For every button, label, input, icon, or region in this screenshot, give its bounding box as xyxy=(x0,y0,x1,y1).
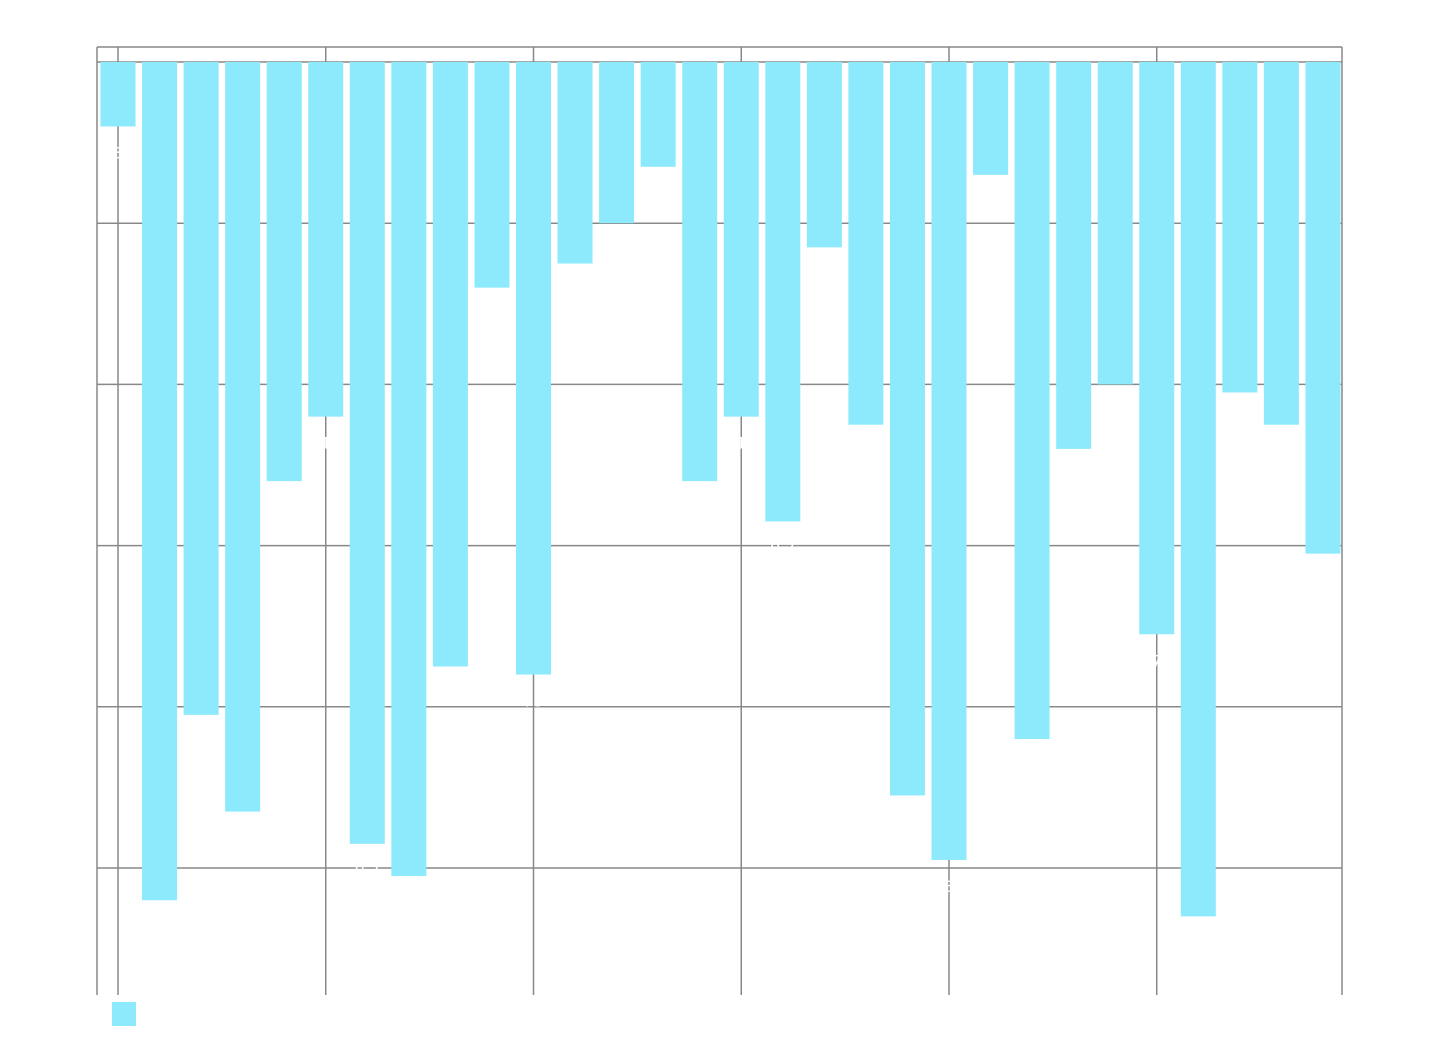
bar xyxy=(391,62,427,877)
bar xyxy=(806,62,842,248)
bar xyxy=(889,62,925,796)
bar xyxy=(516,62,551,675)
bar xyxy=(1014,62,1050,740)
legend xyxy=(112,1002,136,1026)
bar xyxy=(1097,62,1133,385)
data-label: 7 xyxy=(1152,651,1162,670)
bar xyxy=(1222,62,1258,393)
data-labels: 3 1 0.7 75 1 0.7 3 7 xyxy=(113,143,1162,895)
bar xyxy=(1056,62,1092,449)
bar xyxy=(100,62,136,127)
data-label: 1 xyxy=(736,434,746,453)
bar xyxy=(848,62,884,425)
bar xyxy=(183,62,219,715)
bar xyxy=(308,62,344,417)
bars xyxy=(100,62,1341,917)
data-label: 0.7 xyxy=(770,538,795,557)
legend-swatch xyxy=(112,1002,136,1026)
data-label: 3 xyxy=(113,143,123,162)
bar xyxy=(599,62,635,224)
bar xyxy=(1180,62,1216,917)
data-label: 1 xyxy=(321,434,331,453)
bar xyxy=(432,62,468,667)
bar xyxy=(1305,62,1341,554)
bar xyxy=(142,62,178,901)
bar xyxy=(765,62,801,522)
bar xyxy=(973,62,1009,175)
bar xyxy=(682,62,718,482)
bar xyxy=(723,62,759,417)
bar xyxy=(266,62,302,482)
data-label: 75 xyxy=(523,692,543,711)
bar xyxy=(1263,62,1299,425)
bar xyxy=(931,62,967,860)
bar xyxy=(349,62,385,844)
data-label: 3 xyxy=(944,877,954,896)
bar xyxy=(1139,62,1175,635)
data-label: 0.7 xyxy=(355,861,380,880)
bar xyxy=(225,62,261,812)
bar xyxy=(474,62,510,288)
bar xyxy=(640,62,676,167)
bar xyxy=(557,62,593,264)
